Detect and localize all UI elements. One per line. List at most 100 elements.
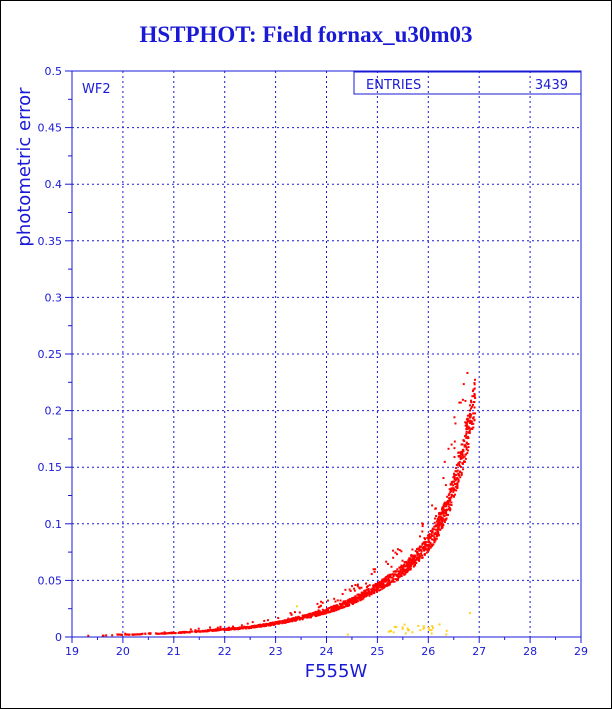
data-point (247, 627, 250, 630)
data-point (277, 617, 280, 620)
data-point (392, 578, 395, 581)
data-point (457, 472, 460, 475)
data-point (314, 612, 317, 615)
data-point (466, 449, 469, 452)
data-point (430, 632, 433, 635)
data-point (443, 514, 446, 517)
data-point (465, 422, 468, 425)
data-point (440, 513, 443, 516)
y-tick-label: 0.35 (38, 235, 63, 248)
data-point (445, 510, 448, 513)
data-point (165, 632, 168, 635)
data-point (126, 633, 129, 636)
data-point (283, 621, 286, 624)
data-point (159, 632, 162, 635)
data-point (424, 546, 427, 549)
data-point (396, 553, 399, 556)
data-point (421, 547, 424, 550)
data-point (428, 628, 431, 631)
data-point (358, 594, 361, 597)
data-point (328, 607, 331, 610)
data-point (353, 598, 356, 601)
data-point (436, 529, 439, 532)
data-point (410, 554, 413, 557)
data-point (469, 419, 472, 422)
data-point (167, 632, 170, 635)
data-point (124, 633, 127, 636)
data-point (422, 625, 425, 628)
data-point (293, 611, 296, 614)
data-point (360, 593, 363, 596)
data-point (341, 606, 344, 609)
data-point (449, 503, 452, 506)
data-point (351, 585, 354, 588)
data-point (431, 530, 434, 533)
data-point (403, 573, 406, 576)
data-point (238, 627, 241, 630)
data-point (421, 530, 424, 533)
data-point (356, 583, 359, 586)
data-point (316, 602, 319, 605)
data-point (225, 628, 228, 631)
data-point (421, 525, 424, 528)
data-point (366, 592, 369, 595)
data-point (306, 615, 309, 618)
data-point (260, 624, 263, 627)
data-point (391, 573, 394, 576)
data-point (310, 613, 313, 616)
data-point (465, 428, 468, 431)
data-point (323, 611, 326, 614)
data-point (228, 626, 231, 629)
data-point (452, 489, 455, 492)
data-point (259, 623, 262, 626)
data-point (448, 508, 451, 511)
data-point (373, 590, 376, 593)
data-point (354, 583, 357, 586)
data-point (353, 589, 356, 592)
x-tick-label: 29 (574, 645, 588, 658)
data-point (457, 479, 460, 482)
data-point (470, 427, 473, 430)
data-point (383, 577, 386, 580)
data-point (400, 572, 403, 575)
data-point (363, 593, 366, 596)
data-point (393, 580, 396, 583)
data-point (464, 435, 467, 438)
data-point (438, 511, 441, 514)
data-point (414, 554, 417, 557)
data-point (438, 623, 441, 626)
data-point (401, 570, 404, 573)
data-point (188, 630, 191, 633)
data-point (388, 582, 391, 585)
data-point (226, 627, 229, 630)
data-point (308, 613, 311, 616)
y-tick-label: 0.1 (45, 518, 63, 531)
data-point (131, 633, 134, 636)
data-point (372, 586, 375, 589)
data-point (472, 412, 475, 415)
data-point (457, 455, 460, 458)
data-point (411, 562, 414, 565)
y-tick-label: 0.05 (38, 574, 63, 587)
data-point (245, 626, 248, 629)
data-point (312, 613, 315, 616)
data-point (381, 587, 384, 590)
data-point (314, 610, 317, 613)
data-point (378, 582, 381, 585)
data-point (440, 511, 443, 514)
data-point (442, 524, 445, 527)
x-tick-label: 22 (218, 645, 232, 658)
data-point (434, 517, 437, 520)
data-point (333, 597, 336, 600)
data-point (394, 577, 397, 580)
data-point (381, 586, 384, 589)
data-point (410, 555, 413, 558)
data-point (411, 548, 414, 551)
data-point (209, 628, 212, 631)
data-point (452, 487, 455, 490)
data-point (456, 477, 459, 480)
data-point (282, 620, 285, 623)
data-point (279, 621, 282, 624)
data-point (416, 550, 419, 553)
